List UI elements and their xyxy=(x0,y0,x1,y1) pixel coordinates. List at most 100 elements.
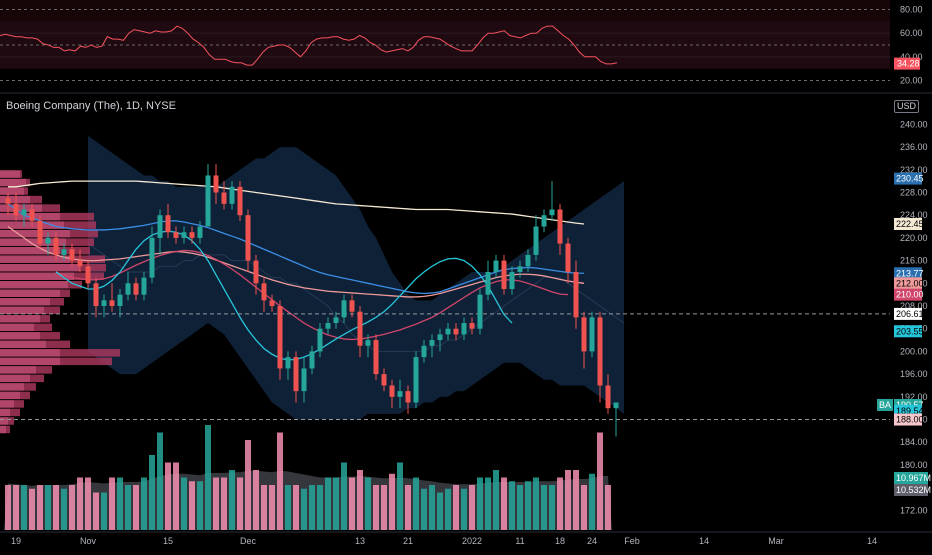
volume-profile-bar-up xyxy=(0,204,42,212)
volume-bar xyxy=(157,432,163,530)
symbol-badge xyxy=(877,398,893,411)
price-label-text: 222.45 xyxy=(896,219,924,229)
candle-body xyxy=(13,203,19,216)
candle-body xyxy=(213,175,219,193)
symbol-badge-text: BA xyxy=(879,400,891,410)
price-label-text: 188.00 xyxy=(896,415,924,425)
price-tick-label: 228.00 xyxy=(900,187,928,197)
volume-bar xyxy=(381,485,387,530)
candle-body xyxy=(381,374,387,386)
volume-profile-bar-up xyxy=(0,417,8,425)
time-tick-label: Feb xyxy=(624,536,640,546)
candle-body xyxy=(301,368,307,392)
candle-body xyxy=(581,317,587,352)
volume-bar xyxy=(85,477,91,530)
volume-profile-bar-up xyxy=(0,187,24,195)
volume-bar xyxy=(173,462,179,530)
price-tick-label: 240.00 xyxy=(900,119,928,129)
volume-profile-bar-up xyxy=(0,170,20,178)
volume-bar xyxy=(29,488,35,530)
time-tick-label: Dec xyxy=(240,536,257,546)
volume-profile-bar-up xyxy=(0,238,66,246)
volume-profile-bar-up xyxy=(0,383,24,391)
volume-bar xyxy=(349,477,355,530)
candle-body xyxy=(341,300,347,318)
volume-profile-bar-up xyxy=(0,263,80,272)
volume-bar xyxy=(501,477,507,530)
candle-body xyxy=(317,328,323,352)
volume-profile-bar-up xyxy=(0,178,26,187)
volume-bar xyxy=(365,477,371,530)
volume-bar xyxy=(397,462,403,530)
price-tick-label: 200.00 xyxy=(900,346,928,356)
candle-body xyxy=(21,209,27,216)
candle-body xyxy=(565,243,571,272)
candle-body xyxy=(389,385,395,397)
candle-body xyxy=(357,311,363,346)
candle-body xyxy=(101,300,107,307)
price-label-badge xyxy=(894,307,922,320)
time-tick-label: 18 xyxy=(555,536,565,546)
candle-body xyxy=(365,340,371,346)
volume-profile-bar-up xyxy=(0,323,34,332)
candle-body xyxy=(509,271,515,289)
time-tick-label: Nov xyxy=(80,536,97,546)
candle-body xyxy=(37,220,43,244)
candle-body xyxy=(413,357,419,403)
candle-body xyxy=(605,385,611,409)
candle-body xyxy=(453,328,459,335)
volume-bar xyxy=(557,477,563,530)
volume-bar xyxy=(509,481,515,530)
volume-bar xyxy=(293,485,299,530)
volume-bar xyxy=(373,485,379,530)
candle-body xyxy=(269,300,275,307)
candle-body xyxy=(325,323,331,329)
volume-bar xyxy=(181,477,187,530)
volume-bar xyxy=(413,477,419,530)
volume-bar xyxy=(221,477,227,530)
volume-bar xyxy=(525,481,531,530)
candle-body xyxy=(117,294,123,307)
candle-body xyxy=(429,340,435,346)
candle-body xyxy=(149,237,155,278)
rsi-tick-label: 20.00 xyxy=(900,76,923,86)
candle-body xyxy=(45,237,51,244)
volume-bar xyxy=(61,488,67,530)
volume-bar xyxy=(333,477,339,530)
volume-bar xyxy=(69,485,75,530)
price-label-text: 210.00 xyxy=(896,290,924,300)
volume-profile-bar-up xyxy=(0,408,10,417)
rsi-band-top xyxy=(0,0,890,22)
volume-profile-bar-up xyxy=(0,195,30,204)
volume-profile-bar-up xyxy=(0,340,46,349)
volume-bar xyxy=(341,462,347,530)
rsi-tick-label: 40.00 xyxy=(900,52,923,62)
volume-bar xyxy=(589,473,595,530)
volume-bar xyxy=(53,485,59,530)
candle-body xyxy=(557,209,563,244)
candle-body xyxy=(373,340,379,375)
volume-profile-bar-up xyxy=(0,280,68,289)
candle-body xyxy=(133,283,139,295)
volume-bar xyxy=(165,462,171,530)
price-label-badge xyxy=(894,288,922,301)
volume-bar xyxy=(5,485,11,530)
volume-ma-area xyxy=(4,470,612,530)
price-tick-label: 196.00 xyxy=(900,369,928,379)
candle-body xyxy=(5,198,11,204)
candle-body xyxy=(589,317,595,352)
candle-body xyxy=(501,260,507,289)
candle-body xyxy=(277,306,283,369)
candle-body xyxy=(597,317,603,386)
volume-bar xyxy=(429,485,435,530)
time-tick-label: 21 xyxy=(403,536,413,546)
currency-badge[interactable]: USD xyxy=(894,100,920,113)
volume-bar xyxy=(581,485,587,530)
rsi-current-label: 34.28 xyxy=(897,59,920,69)
rsi-tick-label: 80.00 xyxy=(900,4,923,14)
candle-body xyxy=(349,300,355,312)
volume-bar xyxy=(605,485,611,530)
volume-label-text: 10.967M xyxy=(896,473,931,483)
